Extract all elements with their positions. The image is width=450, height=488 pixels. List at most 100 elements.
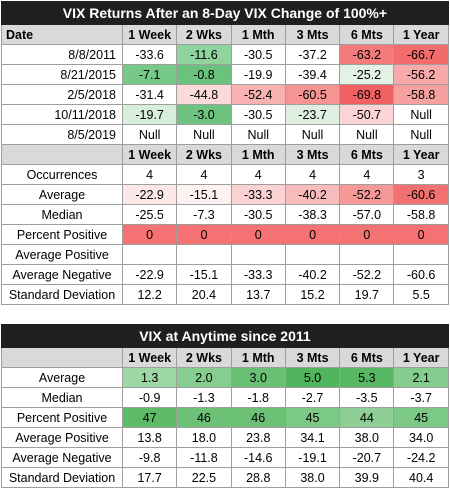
table-cell: 3.0	[230, 367, 286, 388]
table-cell: Null	[339, 124, 395, 145]
column-header: 1 Week	[121, 347, 178, 368]
table-cell: 5.5	[393, 284, 449, 305]
column-header: 1 Mth	[230, 24, 286, 45]
row-label: 8/8/2011	[1, 44, 123, 65]
row-label: 2/5/2018	[1, 84, 123, 105]
table-cell: 38.0	[339, 427, 395, 448]
table-cell: 5.0	[284, 367, 341, 388]
table-cell: -11.8	[176, 447, 232, 468]
table-cell: -19.7	[121, 104, 178, 125]
table-cell: -1.3	[176, 387, 232, 408]
table-title-row: VIX Returns After an 8-Day VIX Change of…	[1, 1, 449, 25]
table-cell: 34.0	[393, 427, 449, 448]
table-cell: -9.8	[121, 447, 178, 468]
column-header: 1 Year	[393, 24, 449, 45]
table-cell: -15.1	[176, 184, 232, 205]
table-row: Average Positive	[1, 244, 449, 265]
column-header: 3 Mts	[284, 24, 341, 45]
table-cell: -19.1	[284, 447, 341, 468]
table-row: Average 1.3 2.0 3.0 5.0 5.3 2.1	[1, 367, 449, 388]
table-cell: 19.7	[339, 284, 395, 305]
column-header: 1 Week	[121, 24, 178, 45]
table-cell: 17.7	[121, 467, 178, 488]
column-header: 6 Mts	[339, 347, 395, 368]
table-cell: 0	[284, 224, 341, 245]
table-row: Average Positive 13.8 18.0 23.8 34.1 38.0 34.0	[1, 427, 449, 448]
table-cell	[230, 244, 286, 265]
table-cell: 38.0	[284, 467, 341, 488]
table-cell: -33.3	[230, 184, 286, 205]
table-cell	[339, 244, 395, 265]
table-cell: Null	[393, 104, 449, 125]
column-header: 6 Mts	[339, 144, 395, 165]
table-cell: 40.4	[393, 467, 449, 488]
table-cell: 12.2	[121, 284, 178, 305]
table-cell: -20.7	[339, 447, 395, 468]
table-cell: -15.1	[176, 264, 232, 285]
row-label: 8/21/2015	[1, 64, 123, 85]
column-header: 1 Mth	[230, 144, 286, 165]
table-cell: 4	[284, 164, 341, 185]
table-cell: -58.8	[393, 204, 449, 225]
table-cell	[284, 244, 341, 265]
table-cell: -24.2	[393, 447, 449, 468]
table-cell: Null	[230, 124, 286, 145]
column-header: 2 Wks	[176, 347, 232, 368]
column-header: 2 Wks	[176, 24, 232, 45]
table-cell: Null	[393, 124, 449, 145]
row-label: 10/11/2018	[1, 104, 123, 125]
table-cell	[176, 244, 232, 265]
table-cell: -66.7	[393, 44, 449, 65]
table-cell: -25.2	[339, 64, 395, 85]
table-row: Average Negative -22.9 -15.1 -33.3 -40.2 -52.…	[1, 264, 449, 285]
table-cell: 5.3	[339, 367, 395, 388]
column-header: 1 Year	[393, 144, 449, 165]
table-cell: -33.6	[121, 44, 178, 65]
table-cell: 44	[339, 407, 395, 428]
table-cell: 0	[230, 224, 286, 245]
row-label: Standard Deviation	[1, 284, 123, 305]
vix-anytime-table: VIX at Anytime since 2011 1 Week 2 Wks 1 Mt…	[1, 324, 449, 488]
row-label: Median	[1, 204, 123, 225]
table-row: 8/8/2011 -33.6 -11.6 -30.5 -37.2 -63.2 -66.7	[1, 44, 449, 65]
row-label: Median	[1, 387, 123, 408]
table-row: Occurrences 4 4 4 4 4 3	[1, 164, 449, 185]
table-cell: 18.0	[176, 427, 232, 448]
column-header: 6 Mts	[339, 24, 395, 45]
column-header-row: 1 Week 2 Wks 1 Mth 3 Mts 6 Mts 1 Year	[1, 144, 449, 165]
table-cell: -23.7	[284, 104, 341, 125]
table-cell: -11.6	[176, 44, 232, 65]
table-cell: -1.8	[230, 387, 286, 408]
table-row: Median -0.9 -1.3 -1.8 -2.7 -3.5 -3.7	[1, 387, 449, 408]
table-title: VIX at Anytime since 2011	[1, 324, 449, 348]
table-row: 2/5/2018 -31.4 -44.8 -52.4 -60.5 -69.8 -58.8	[1, 84, 449, 105]
table-row: Percent Positive 0 0 0 0 0 0	[1, 224, 449, 245]
table-cell: -40.2	[284, 184, 341, 205]
table-cell: -52.2	[339, 264, 395, 285]
table-cell: 45	[393, 407, 449, 428]
table-cell: 28.8	[230, 467, 286, 488]
column-header: 2 Wks	[176, 144, 232, 165]
row-label: Percent Positive	[1, 224, 123, 245]
row-label: Percent Positive	[1, 407, 123, 428]
table-cell: -22.9	[121, 184, 178, 205]
table-row: Percent Positive 47 46 46 45 44 45	[1, 407, 449, 428]
table-cell	[393, 244, 449, 265]
table-cell: -52.2	[339, 184, 395, 205]
table-cell: 0	[393, 224, 449, 245]
table-cell: -33.3	[230, 264, 286, 285]
table-cell: -3.0	[176, 104, 232, 125]
row-label: Average Negative	[1, 264, 123, 285]
table-cell: -39.4	[284, 64, 341, 85]
table-cell: -44.8	[176, 84, 232, 105]
table-cell: 4	[339, 164, 395, 185]
table-cell: 39.9	[339, 467, 395, 488]
table-cell: -14.6	[230, 447, 286, 468]
table-cell: -30.5	[230, 204, 286, 225]
table-cell: 34.1	[284, 427, 341, 448]
table-cell: -7.3	[176, 204, 232, 225]
table-cell: -40.2	[284, 264, 341, 285]
table-cell: 22.5	[176, 467, 232, 488]
table-cell: 0	[121, 224, 178, 245]
table-cell: -69.8	[339, 84, 395, 105]
